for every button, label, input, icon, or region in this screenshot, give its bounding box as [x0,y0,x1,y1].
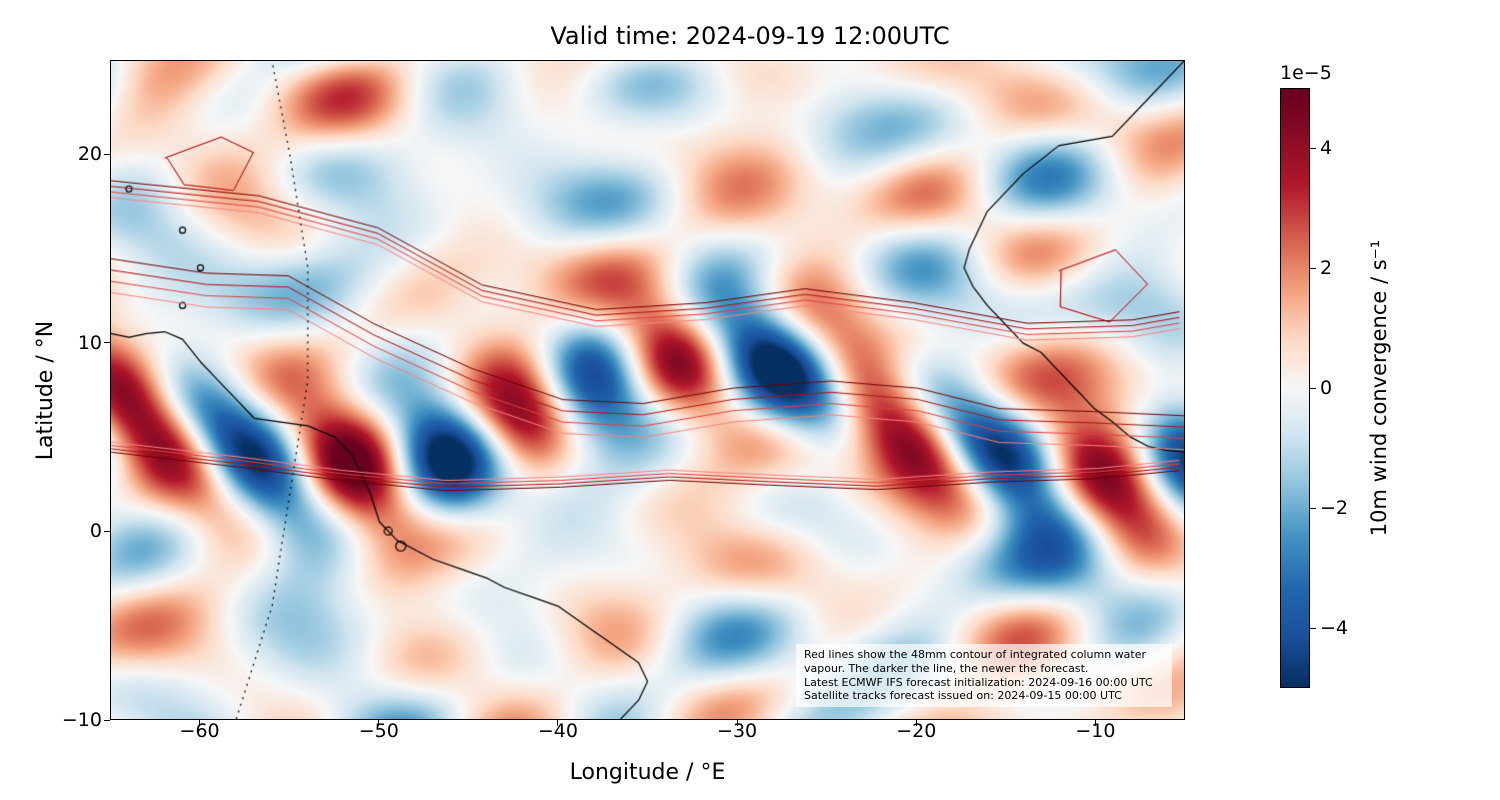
y-tick-mark [104,342,110,343]
colorbar-canvas [1281,89,1309,687]
colorbar-tick-label: 4 [1320,137,1332,159]
x-axis-label: Longitude / °E [110,760,1185,785]
annotation-line-1: Red lines show the 48mm contour of integ… [804,648,1164,676]
y-tick-mark [104,720,110,721]
annotation-line-3: Satellite tracks forecast issued on: 202… [804,689,1164,703]
y-axis-label: Latitude / °N [35,60,57,720]
colorbar-tick-mark [1310,388,1316,389]
colorbar-tick-mark [1310,508,1316,509]
y-tick-label: 0 [90,520,102,542]
y-tick-mark [104,531,110,532]
x-tick-mark [378,720,379,726]
annotation-box: Red lines show the 48mm contour of integ… [796,644,1172,707]
colorbar-tick-label: 2 [1320,257,1332,279]
colorbar-tick-label: 0 [1320,377,1332,399]
plot-area: Red lines show the 48mm contour of integ… [110,60,1185,720]
colorbar-exponent: 1e−5 [1280,62,1332,84]
y-tick-mark [104,154,110,155]
figure: Valid time: 2024-09-19 12:00UTC Red line… [0,0,1500,800]
x-tick-mark [1095,720,1096,726]
y-tick-label: 10 [78,332,102,354]
colorbar-label: 10m wind convergence / s⁻¹ [1368,88,1390,688]
x-tick-mark [737,720,738,726]
colorbar-tick-mark [1310,268,1316,269]
y-tick-label: 20 [78,143,102,165]
colorbar [1280,88,1310,688]
annotation-line-2: Latest ECMWF IFS forecast initialization… [804,676,1164,690]
x-tick-mark [199,720,200,726]
colorbar-tick-label: −2 [1320,497,1348,519]
colorbar-tick-mark [1310,148,1316,149]
x-tick-mark [916,720,917,726]
colorbar-tick-label: −4 [1320,617,1348,639]
colorbar-tick-mark [1310,628,1316,629]
y-tick-label: −10 [62,709,102,731]
heatmap-canvas [111,61,1184,719]
plot-title: Valid time: 2024-09-19 12:00UTC [0,22,1500,50]
x-tick-mark [557,720,558,726]
